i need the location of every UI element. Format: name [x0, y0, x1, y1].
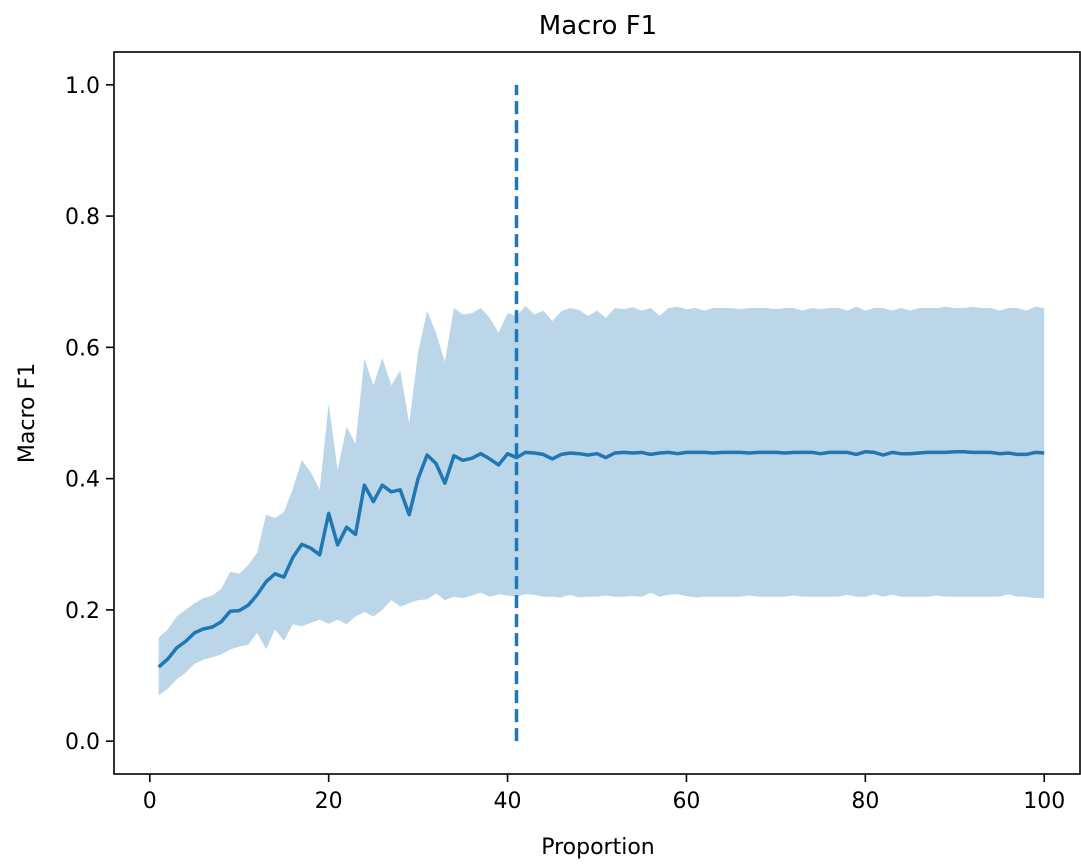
x-tick-label: 60 [672, 789, 700, 814]
x-tick-label: 40 [494, 789, 522, 814]
confidence-band [158, 306, 1045, 696]
y-tick-label: 0.2 [65, 599, 100, 624]
y-axis: 0.0 0.2 0.4 0.6 0.8 1.0 [65, 74, 114, 755]
x-tick-label: 0 [143, 789, 157, 814]
x-tick-label: 20 [315, 789, 343, 814]
y-tick-label: 1.0 [65, 74, 100, 99]
y-axis-label: Macro F1 [15, 363, 40, 463]
y-tick-label: 0.0 [65, 730, 100, 755]
x-axis: 0 20 40 60 80 100 [143, 774, 1065, 814]
x-tick-label: 80 [851, 789, 879, 814]
y-tick-label: 0.6 [65, 336, 100, 361]
chart-title: Macro F1 [539, 11, 657, 41]
y-tick-label: 0.8 [65, 205, 100, 230]
plot-area [157, 84, 1045, 742]
x-tick-label: 100 [1023, 789, 1065, 814]
y-tick-label: 0.4 [65, 468, 100, 493]
mean-line [157, 449, 1045, 669]
plot-frame [113, 51, 1081, 775]
x-axis-label: Proportion [541, 835, 655, 860]
